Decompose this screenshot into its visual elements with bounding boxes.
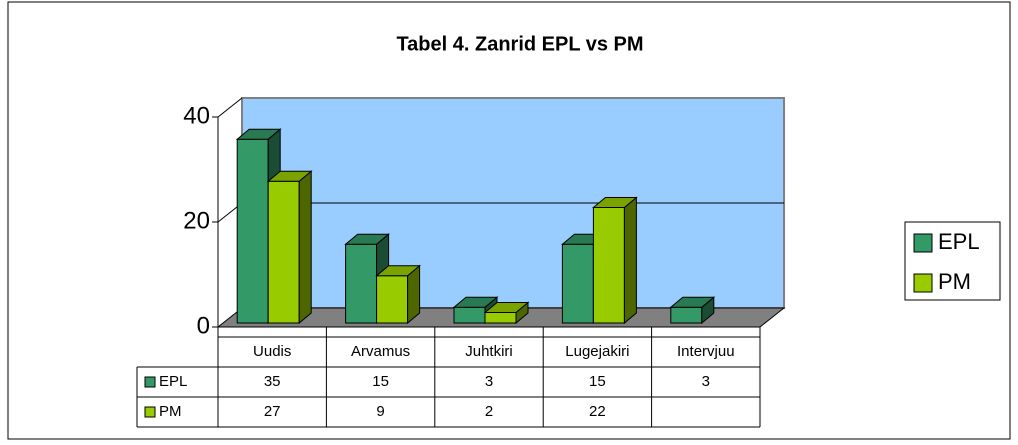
table-legend-key	[144, 376, 156, 388]
table-legend-key	[144, 406, 156, 418]
bar-face	[592, 197, 638, 208]
bar-face	[452, 296, 499, 308]
table-cell: 2	[485, 403, 493, 420]
bar	[375, 264, 421, 325]
y-tick-label: 20	[183, 207, 210, 234]
table-cell: 15	[372, 373, 389, 390]
x-tick-label: Intervjuu	[677, 343, 735, 360]
table-cell: 9	[376, 403, 384, 420]
bar-face	[267, 180, 300, 324]
bar-face	[236, 138, 269, 324]
bar-face	[376, 275, 409, 324]
bar	[669, 296, 716, 325]
table-cell: 27	[264, 403, 281, 420]
bar-face	[484, 312, 517, 324]
table-cell: 15	[589, 373, 606, 390]
table-cell: 35	[264, 373, 281, 390]
y-tick-label: 0	[197, 312, 210, 339]
bar	[266, 170, 313, 325]
x-tick-label: Arvamus	[351, 343, 410, 360]
y-tick-label: 40	[183, 102, 210, 129]
bar	[592, 196, 638, 325]
bar-face	[344, 233, 390, 245]
y-axis-depth	[217, 97, 243, 118]
x-tick-label: Juhtkiri	[465, 343, 513, 360]
bar-face	[623, 196, 637, 325]
bar-face	[298, 170, 312, 325]
chart-title: Tabel 4. Zanrid EPL vs PM	[396, 33, 643, 55]
bar-face	[453, 306, 486, 324]
table-cell: 22	[589, 403, 606, 420]
table-row-label: EPL	[159, 373, 187, 390]
table-row-label: PM	[159, 403, 182, 420]
bar-face	[670, 306, 703, 324]
table-cell: 3	[702, 373, 710, 390]
legend-label: PM	[938, 269, 971, 294]
bar-face	[235, 128, 282, 140]
bar-face	[483, 302, 530, 313]
x-tick-label: Lugejakiri	[565, 343, 629, 360]
legend-swatch	[913, 273, 933, 293]
bar	[483, 301, 530, 325]
bar-face	[561, 243, 594, 324]
legend-swatch	[913, 233, 933, 253]
table-cell: 3	[485, 373, 493, 390]
legend-label: EPL	[938, 229, 980, 254]
bar-face	[669, 296, 716, 308]
x-tick-label: Uudis	[253, 343, 291, 360]
bar-face	[266, 170, 313, 182]
bar-face	[375, 265, 421, 277]
bar-face	[592, 207, 625, 324]
bar-face	[345, 243, 378, 324]
